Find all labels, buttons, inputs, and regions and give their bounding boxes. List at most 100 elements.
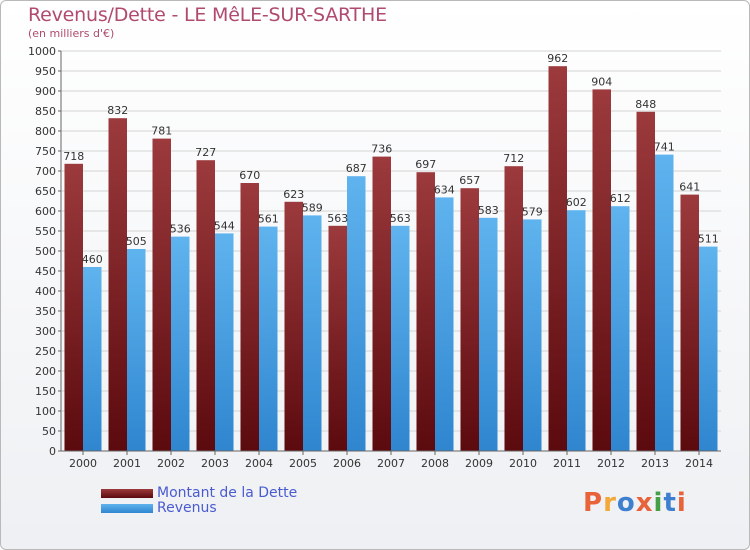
debt-value-label: 657	[459, 174, 480, 187]
debt-bar	[284, 201, 303, 451]
x-tick-label: 2000	[69, 457, 97, 470]
x-tick-label: 2013	[641, 457, 669, 470]
revenue-value-label: 505	[126, 235, 147, 248]
revenue-bar	[435, 197, 454, 451]
debt-value-label: 727	[195, 146, 216, 159]
debt-value-label: 832	[107, 104, 128, 117]
debt-value-label: 670	[239, 169, 260, 182]
y-tick-label: 350	[35, 305, 56, 318]
logo-letter: P	[583, 488, 604, 518]
debt-value-label: 848	[635, 98, 656, 111]
revenue-value-label: 561	[258, 213, 279, 226]
debt-bar	[372, 156, 391, 451]
revenue-value-label: 544	[214, 219, 235, 232]
legend-swatch-debt	[101, 489, 153, 498]
x-tick-label: 2012	[597, 457, 625, 470]
x-tick-label: 2005	[289, 457, 317, 470]
debt-bar	[108, 118, 127, 451]
revenue-bar	[391, 225, 410, 451]
revenue-bar	[567, 210, 586, 451]
debt-bar	[592, 89, 611, 452]
x-tick-label: 2011	[553, 457, 581, 470]
logo-letter: i	[676, 488, 687, 518]
debt-bar	[328, 225, 347, 451]
y-axis-ticks: 0 50 100 150 200 250 300 350 400 450 500 550 600 650 7…	[28, 45, 61, 458]
debt-value-label: 712	[503, 152, 524, 165]
debt-bar	[636, 111, 655, 452]
revenue-bar	[215, 233, 234, 451]
proxiti-logo: Proxiti	[583, 488, 687, 518]
legend-swatch-revenue	[101, 504, 153, 513]
logo-letter: r	[603, 488, 617, 518]
legend: Montant de la Dette Revenus	[101, 486, 297, 516]
legend-item-debt: Montant de la Dette	[101, 486, 297, 501]
y-tick-label: 850	[35, 105, 56, 118]
x-tick-label: 2010	[509, 457, 537, 470]
debt-value-label: 781	[151, 125, 172, 138]
y-tick-label: 1000	[28, 45, 56, 58]
bars	[64, 66, 718, 452]
y-tick-label: 450	[35, 265, 56, 278]
y-tick-label: 750	[35, 145, 56, 158]
revenue-bar	[655, 154, 674, 451]
logo-letter: i	[653, 488, 664, 518]
revenue-value-label: 602	[566, 196, 587, 209]
chart-title: Revenus/Dette - LE MêLE-SUR-SARTHE	[28, 4, 387, 26]
revenue-bar	[523, 219, 542, 451]
debt-bar	[152, 138, 171, 451]
x-tick-label: 2009	[465, 457, 493, 470]
x-tick-label: 2003	[201, 457, 229, 470]
debt-bar	[64, 163, 83, 452]
y-tick-label: 600	[35, 205, 56, 218]
revenue-value-label: 536	[170, 223, 191, 236]
revenue-value-label: 583	[478, 204, 499, 217]
revenue-value-label: 687	[346, 162, 367, 175]
debt-value-label: 563	[327, 212, 348, 225]
revenue-bar	[479, 217, 498, 451]
revenue-bar	[127, 249, 146, 451]
y-tick-label: 900	[35, 85, 56, 98]
x-axis-ticks: 2000 2001 2002 2003 2004 2005 2006 2007 2008 2009…	[69, 451, 713, 470]
revenue-value-label: 612	[610, 192, 631, 205]
x-tick-label: 2002	[157, 457, 185, 470]
revenue-value-label: 741	[654, 141, 675, 154]
revenue-bar	[259, 226, 278, 451]
y-tick-label: 300	[35, 325, 56, 338]
y-tick-label: 0	[49, 445, 56, 458]
y-tick-label: 250	[35, 345, 56, 358]
y-tick-label: 800	[35, 125, 56, 138]
debt-bar	[196, 160, 215, 451]
logo-letter: x	[635, 488, 654, 518]
debt-value-label: 962	[547, 52, 568, 65]
logo-letter: o	[616, 488, 636, 518]
revenue-value-label: 460	[82, 253, 103, 266]
revenue-value-label: 579	[522, 205, 543, 218]
debt-value-label: 718	[63, 150, 84, 163]
y-tick-label: 400	[35, 285, 56, 298]
debt-value-label: 697	[415, 158, 436, 171]
debt-bar	[240, 183, 259, 451]
legend-label-debt: Montant de la Dette	[157, 485, 298, 501]
debt-bar	[504, 166, 523, 451]
x-tick-label: 2008	[421, 457, 449, 470]
x-tick-label: 2006	[333, 457, 361, 470]
revenue-bar	[699, 246, 718, 451]
revenue-value-label: 634	[434, 183, 455, 196]
debt-bar	[460, 188, 479, 451]
x-tick-label: 2014	[685, 457, 713, 470]
revenue-bar	[83, 267, 102, 451]
y-tick-label: 100	[35, 405, 56, 418]
y-tick-label: 700	[35, 165, 56, 178]
debt-bar	[416, 172, 435, 451]
y-tick-label: 200	[35, 365, 56, 378]
revenue-bar	[347, 176, 366, 451]
legend-label-revenue: Revenus	[157, 500, 217, 516]
debt-bar	[680, 194, 699, 451]
x-tick-label: 2007	[377, 457, 405, 470]
revenue-bar	[303, 215, 322, 451]
revenue-value-label: 511	[698, 233, 719, 246]
y-tick-label: 950	[35, 65, 56, 78]
y-tick-label: 150	[35, 385, 56, 398]
